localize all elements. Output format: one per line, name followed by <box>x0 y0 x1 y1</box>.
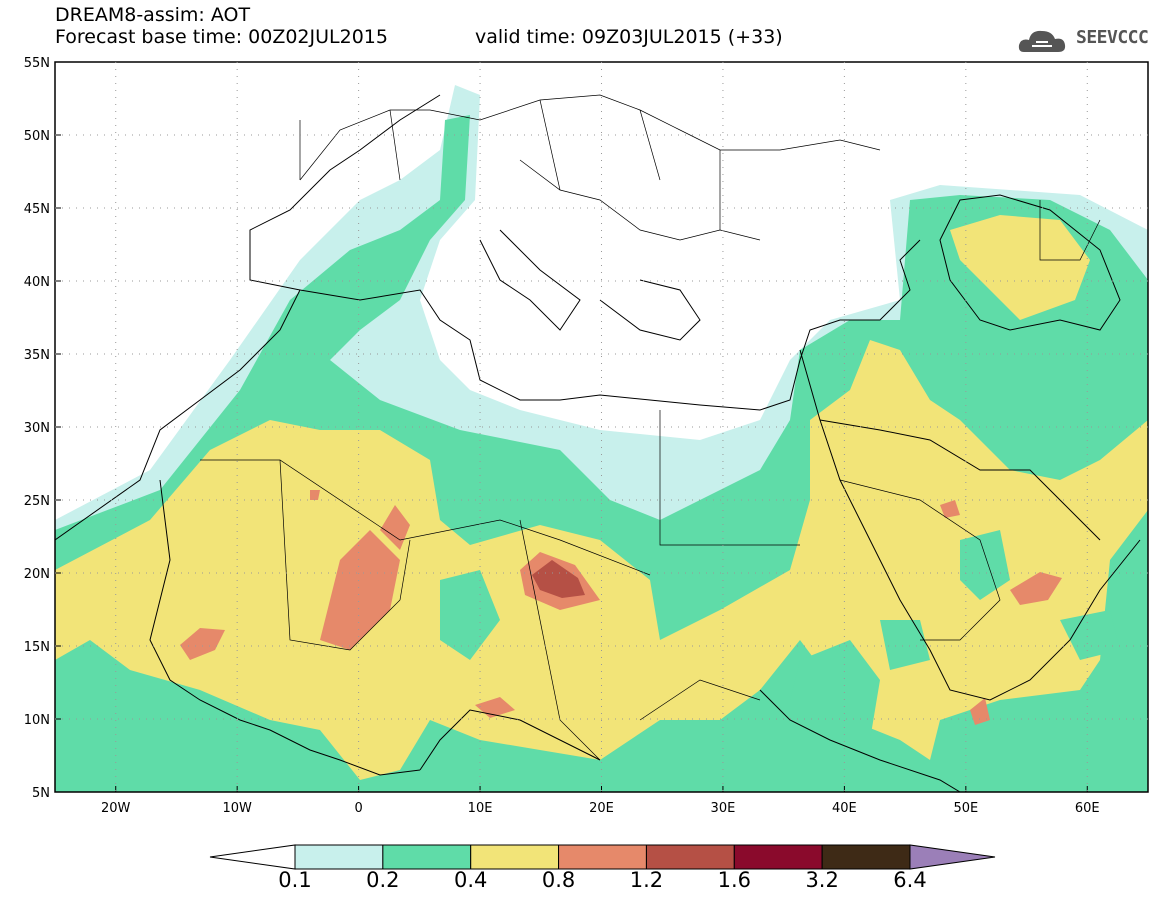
colorbar-segment <box>294 844 384 870</box>
colorbar-segment <box>382 844 472 870</box>
lon-tick-label: 60E <box>1075 801 1100 816</box>
lon-tick-label: 20W <box>101 801 131 816</box>
forecast-base-time: Forecast base time: 00Z02JUL2015 <box>55 26 388 48</box>
lat-tick-label: 35N <box>24 348 50 363</box>
colorbar-label: 0.1 <box>278 868 312 892</box>
lon-tick-label: 10W <box>222 801 252 816</box>
lat-tick-label: 5N <box>32 786 50 801</box>
valid-time: valid time: 09Z03JUL2015 (+33) <box>475 26 783 48</box>
colorbar-segment <box>821 844 911 870</box>
colorbar-label: 6.4 <box>893 868 927 892</box>
lat-tick-label: 10N <box>24 713 50 728</box>
colorbar-segment <box>558 844 647 870</box>
map-title: DREAM8-assim: AOT <box>55 4 251 26</box>
colorbar-label: 1.6 <box>717 868 751 892</box>
colorbar-segment <box>733 844 823 870</box>
lat-tick-label: 40N <box>24 275 50 290</box>
colorbar-label: 3.2 <box>805 868 839 892</box>
lat-tick-label: 55N <box>24 56 50 71</box>
colorbar-label: 0.4 <box>454 868 488 892</box>
lat-tick-label: 50N <box>24 129 50 144</box>
colorbar-high-arrow <box>909 844 996 870</box>
logo-text: SEEVCCC <box>1076 27 1149 48</box>
colorbar-low-arrow <box>209 844 296 870</box>
lon-tick-label: 0 <box>354 801 362 816</box>
lon-tick-label: 30E <box>711 801 736 816</box>
colorbar <box>209 844 996 870</box>
colorbar-segment <box>645 844 735 870</box>
coastlines <box>55 94 1141 792</box>
cloud-icon <box>1018 30 1066 52</box>
lat-tick-label: 30N <box>24 421 50 436</box>
aot-level-0.2-patches <box>440 530 1120 740</box>
axis-ticks: 55N 50N 45N 40N 35N 30N 25N 20N 15N 10N 5N 20W 10W 0 1… <box>24 56 1100 816</box>
lon-tick-label: 50E <box>953 801 978 816</box>
lon-tick-label: 40E <box>832 801 857 816</box>
colorbar-label: 0.8 <box>541 868 576 892</box>
aot-level-1.2 <box>532 560 585 598</box>
lat-tick-label: 20N <box>24 567 50 582</box>
lat-tick-label: 15N <box>24 640 50 655</box>
lon-tick-label: 10E <box>468 801 493 816</box>
lat-tick-label: 45N <box>24 202 50 217</box>
colorbar-segment <box>470 844 560 870</box>
gridlines <box>55 62 1148 792</box>
lon-tick-label: 20E <box>589 801 614 816</box>
colorbar-label: 1.2 <box>629 868 664 892</box>
lat-tick-label: 25N <box>24 494 50 509</box>
colorbar-label: 0.2 <box>366 868 400 892</box>
country-borders <box>200 94 1101 761</box>
